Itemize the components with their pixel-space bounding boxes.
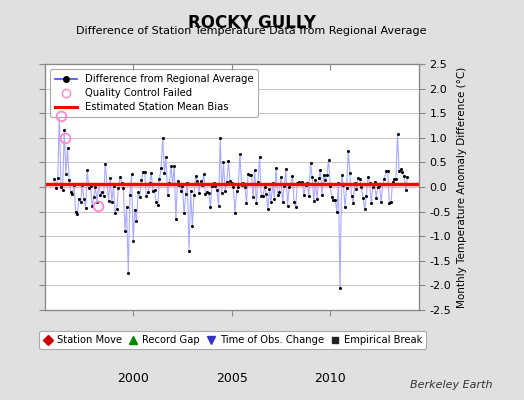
Text: 2000: 2000 — [117, 372, 149, 385]
Text: Difference of Station Temperature Data from Regional Average: Difference of Station Temperature Data f… — [77, 26, 427, 36]
Text: Berkeley Earth: Berkeley Earth — [410, 380, 493, 390]
Legend: Station Move, Record Gap, Time of Obs. Change, Empirical Break: Station Move, Record Gap, Time of Obs. C… — [39, 331, 427, 349]
Text: ROCKY GULLY: ROCKY GULLY — [188, 14, 315, 32]
Y-axis label: Monthly Temperature Anomaly Difference (°C): Monthly Temperature Anomaly Difference (… — [457, 66, 467, 308]
Text: 2005: 2005 — [216, 372, 248, 385]
Legend: Difference from Regional Average, Quality Control Failed, Estimated Station Mean: Difference from Regional Average, Qualit… — [50, 69, 258, 117]
Text: 2010: 2010 — [314, 372, 346, 385]
